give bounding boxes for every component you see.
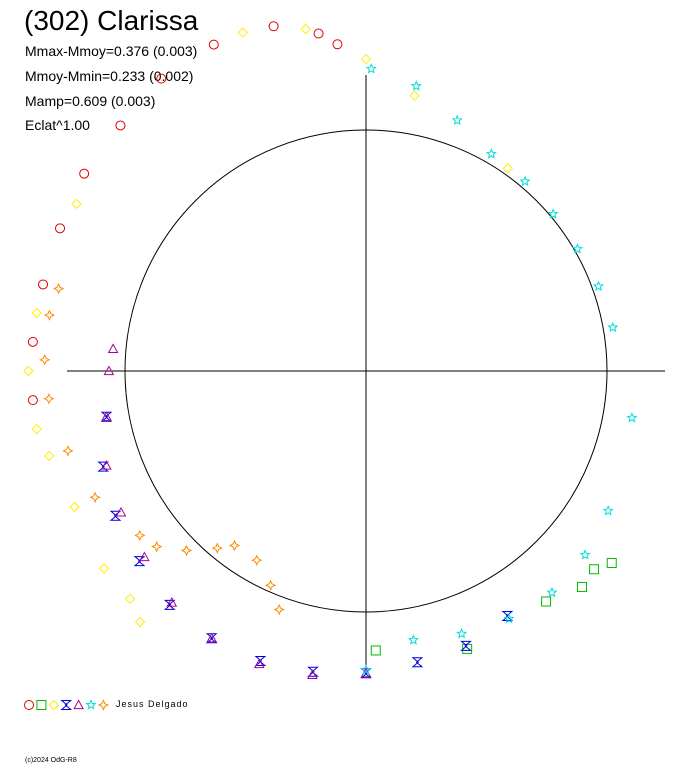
triangle-data-point: [100, 459, 112, 470]
star-data-point: [365, 63, 377, 74]
stat-eclat: Eclat^1.00: [25, 117, 90, 133]
diamond-data-point: [69, 501, 80, 513]
fourstar-data-point: [273, 603, 285, 616]
diamond-data-point: [360, 53, 372, 65]
diamond-data-point: [23, 365, 34, 377]
circle-data-point: [313, 28, 324, 39]
star-data-point: [407, 634, 419, 645]
diamond-data-point: [409, 90, 420, 101]
legend-star-icon: [85, 699, 97, 710]
star-data-point: [579, 549, 591, 560]
diamond-data-point: [31, 307, 42, 319]
triangle-data-point: [307, 669, 318, 679]
star-data-point: [602, 504, 614, 516]
fourstar-data-point: [39, 354, 51, 366]
diamond-data-point: [124, 593, 136, 605]
square-data-point: [589, 564, 600, 575]
data-points: [23, 21, 638, 679]
diamond-data-point: [31, 423, 42, 435]
circle-data-point: [27, 336, 38, 347]
stat-max-minus-mean: Mmax-Mmoy=0.376 (0.003): [25, 43, 198, 59]
triangle-data-point: [139, 551, 150, 562]
triangle-data-point: [107, 343, 119, 353]
reference-circle: [124, 129, 608, 613]
chart-title: (302) Clarissa: [24, 5, 199, 36]
circle-data-point: [55, 223, 66, 234]
triangle-data-point: [115, 506, 127, 517]
legend-triangle-icon: [73, 699, 84, 710]
fourstar-data-point: [43, 393, 55, 405]
legend-symbols: [24, 699, 110, 711]
diamond-data-point: [43, 450, 55, 462]
circle-data-point: [115, 120, 126, 131]
triangle-data-point: [253, 658, 265, 669]
star-data-point: [607, 321, 619, 333]
fourstar-data-point: [134, 529, 146, 542]
copyright-note: (c)2024 OdG-R8: [25, 757, 77, 764]
cross-data-point: [163, 599, 176, 610]
fourstar-data-point: [251, 554, 263, 566]
diamond-data-point: [134, 616, 146, 628]
cross-data-point: [97, 461, 110, 472]
star-data-point: [547, 208, 559, 219]
star-data-point: [456, 627, 468, 639]
legend-square-icon: [36, 700, 47, 710]
cross-data-point: [307, 666, 319, 677]
cross-data-point: [254, 656, 267, 666]
fourstar-data-point: [228, 539, 241, 552]
square-data-point: [606, 557, 617, 568]
triangle-data-point: [103, 365, 115, 376]
circle-data-point: [332, 39, 343, 50]
fourstar-data-point: [43, 309, 56, 321]
square-data-point: [370, 645, 381, 656]
diamond-data-point: [300, 23, 311, 35]
stat-amplitude: Mamp=0.609 (0.003): [25, 93, 156, 109]
triangle-data-point: [101, 411, 112, 421]
fourstar-data-point: [150, 540, 163, 553]
legend-fourstar-icon: [97, 699, 110, 711]
square-data-point: [541, 596, 552, 607]
fourstar-data-point: [89, 491, 101, 503]
triangle-data-point: [206, 632, 218, 643]
cross-data-point: [205, 633, 218, 644]
cross-data-point: [411, 657, 424, 668]
star-data-point: [451, 114, 463, 126]
fourstar-data-point: [264, 579, 277, 592]
star-data-point: [485, 148, 497, 159]
diamond-data-point: [71, 198, 82, 210]
circle-data-point: [208, 39, 219, 50]
star-data-point: [519, 175, 531, 187]
diamond-data-point: [237, 27, 249, 38]
star-data-point: [503, 613, 515, 624]
fourstar-data-point: [62, 445, 74, 457]
legend-diamond-icon: [48, 699, 60, 711]
circle-data-point: [27, 395, 38, 406]
star-data-point: [592, 280, 605, 292]
diamond-data-point: [98, 563, 110, 574]
star-data-point: [546, 586, 558, 598]
circle-data-point: [268, 21, 279, 32]
legend-circle-icon: [24, 700, 34, 710]
star-data-point: [626, 412, 638, 423]
diamond-data-point: [502, 163, 514, 174]
star-data-point: [410, 80, 422, 91]
circle-data-point: [79, 168, 90, 179]
circle-data-point: [156, 73, 167, 84]
legend-cross-icon: [60, 700, 73, 710]
star-data-point: [571, 243, 584, 254]
cross-data-point: [460, 640, 472, 651]
fourstar-data-point: [52, 282, 65, 295]
triangle-data-point: [166, 596, 178, 607]
legend-credit: Jesus Delgado: [116, 699, 189, 709]
square-data-point: [576, 581, 587, 592]
fourstar-data-point: [211, 542, 224, 554]
fourstar-data-point: [180, 544, 193, 557]
star-data-point: [360, 664, 372, 675]
circle-data-point: [38, 279, 49, 290]
cross-data-point: [100, 411, 113, 422]
stat-mean-minus-min: Mmoy-Mmin=0.233 (0.002): [25, 68, 194, 84]
